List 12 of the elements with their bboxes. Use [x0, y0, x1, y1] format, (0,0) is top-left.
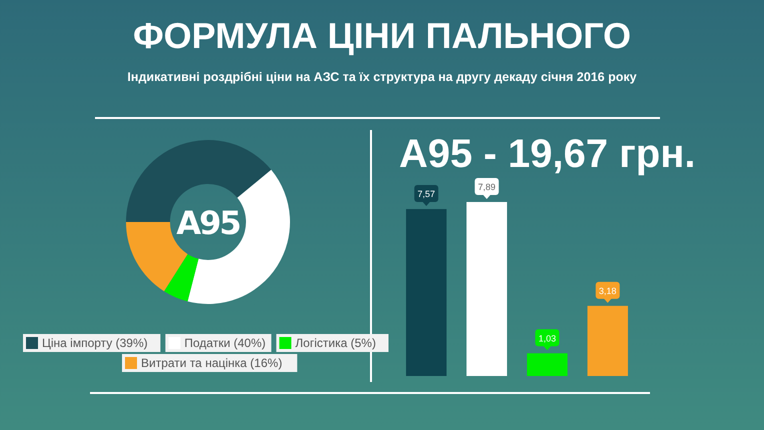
legend-label: Витрати та націнка (16%) [141, 356, 282, 370]
data-label: 3,18 [598, 286, 616, 296]
chart-title: A95 - 19,67 грн. [399, 132, 696, 176]
chart-title: ФОРМУЛА ЦІНИ ПАЛЬНОГО [132, 15, 632, 56]
data-label: 7,57 [418, 189, 436, 200]
legend-label: Ціна імпорту (39%) [42, 336, 148, 350]
chart-subtitle: Індикативні роздрібні ціни на АЗС та їх структура на другу декаду січня 2016 року [127, 70, 637, 84]
data-label: 1,03 [538, 333, 556, 344]
text: A95 [176, 204, 240, 242]
legend-label: Податки (40%) [184, 336, 266, 350]
legend-label: Логістика (5%) [295, 336, 376, 350]
data-label: 7,89 [478, 182, 496, 192]
